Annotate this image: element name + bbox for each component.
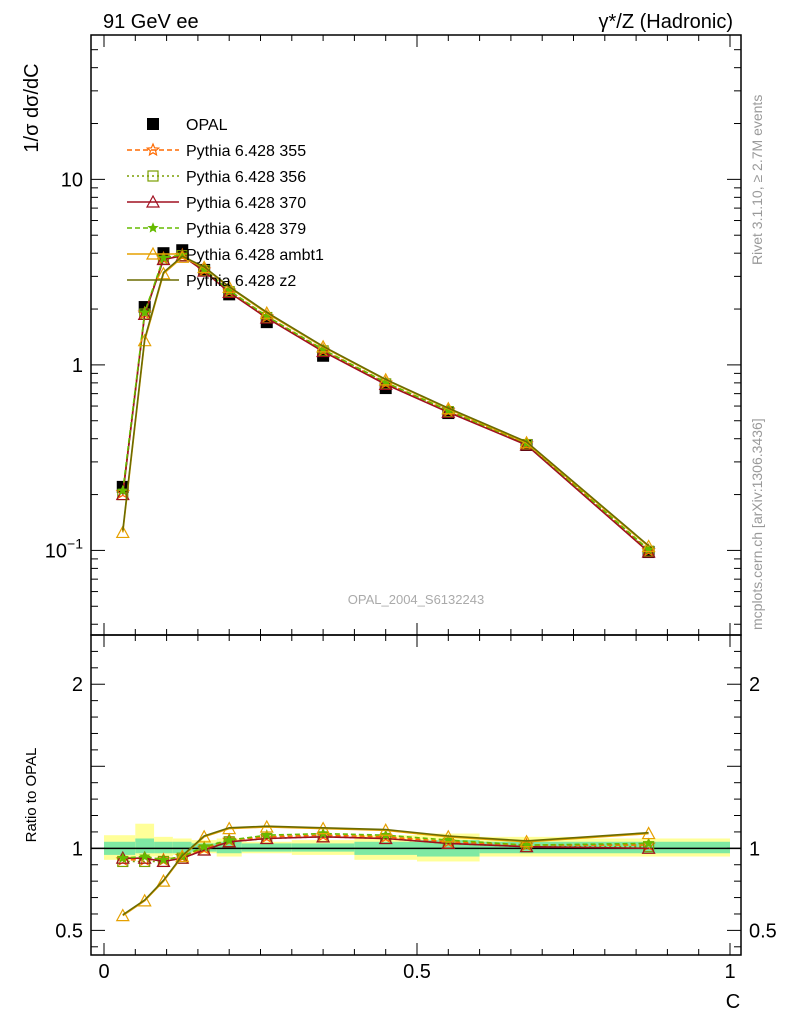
- ratio-band-inner: [172, 841, 192, 854]
- ratio-pythia-379-point: [643, 837, 655, 849]
- ratio-pythia-379-point: [139, 850, 151, 862]
- source-label: mcplots.cern.ch [arXiv:1306.3436]: [749, 418, 765, 630]
- main-pythia-z2-line: [122, 255, 650, 547]
- legend-opal-label: OPAL: [186, 117, 228, 134]
- ratio-pythia-370-point: [441, 836, 456, 850]
- main-pythia-ambt1-point: [519, 435, 534, 449]
- ratio-y-tick-label-left: 2: [72, 674, 83, 696]
- main-pythia-ambt1-point: [197, 260, 212, 274]
- legend-pythia-z2-label: Pythia 6.428 z2: [186, 273, 296, 290]
- main-pythia-370-point: [137, 307, 152, 321]
- analysis-watermark: OPAL_2004_S6132243: [348, 592, 484, 607]
- x-tick-label: 0: [98, 961, 109, 983]
- ratio-pythia-ambt1-point: [115, 908, 130, 922]
- main-pythia-ambt1-point: [641, 539, 656, 553]
- main-pythia-379-point: [139, 306, 151, 318]
- main-pythia-ambt1-line: [122, 256, 650, 548]
- x-tick-label: 0.5: [403, 961, 431, 983]
- ratio-pythia-379-line: [122, 832, 649, 861]
- axes: 0 0.5 1 10−1 1 10 0.5 0.5 1 1 2 2: [45, 34, 777, 983]
- ratio-frame: [90, 634, 742, 956]
- main-y-axis-title: 1/σ dσ/dC: [21, 63, 43, 152]
- legend-pythia-355-marker: [145, 142, 161, 157]
- ratio-pythia-ambt1-point: [156, 873, 171, 887]
- main-pythia-ambt1-point: [115, 525, 130, 539]
- legend-opal-marker: [147, 118, 159, 130]
- header-right-label: γ*/Z (Hadronic): [599, 11, 733, 33]
- ratio-pythia-379-point: [198, 840, 210, 852]
- rivet-version-label: Rivet 3.1.10, ≥ 2.7M events: [749, 95, 765, 265]
- ratio-pythia-z2-line: [122, 825, 649, 916]
- ratio-band-inner: [154, 841, 173, 854]
- main-pythia-ambt1-point: [378, 372, 393, 386]
- header-left-label: 91 GeV ee: [103, 11, 199, 33]
- ratio-y-axis-title: Ratio to OPAL: [23, 748, 40, 843]
- legend-pythia-356-label: Pythia 6.428 356: [186, 169, 306, 186]
- ratio-band-inner: [216, 841, 242, 854]
- ratio-pythia-ambt1-point: [175, 849, 190, 863]
- ratio-pythia-355-point: [222, 832, 237, 847]
- legend: OPAL Pythia 6.428 355 Pythia 6.428 356 Pyth…: [127, 117, 324, 290]
- main-pythia-370-point: [316, 344, 331, 358]
- ratio-pythia-355-point: [156, 852, 171, 867]
- ratio-pythia-ambt1-point: [197, 829, 212, 843]
- ratio-pythia-370-point: [378, 831, 393, 845]
- legend-pythia-379-marker: [147, 222, 159, 233]
- main-pythia-379-line: [122, 253, 650, 551]
- ratio-pythia-379-point: [157, 853, 169, 865]
- ratio-pythia-379-point: [261, 829, 273, 840]
- ratio-y-tick-label-right: 1: [749, 838, 760, 860]
- ratio-y-tick-label-left: 1: [72, 838, 83, 860]
- main-pythia-ambt1-point: [156, 266, 171, 280]
- ratio-pythia-379-point: [223, 834, 235, 845]
- main-pythia-356-line: [122, 254, 650, 552]
- ratio-plot-series: [115, 819, 656, 922]
- legend-pythia-355-label: Pythia 6.428 355: [186, 143, 306, 160]
- main-y-tick-label: 10−1: [45, 535, 83, 562]
- main-pythia-ambt1-point: [175, 250, 190, 263]
- main-pythia-ambt1-point: [441, 401, 456, 415]
- legend-pythia-370-marker: [145, 194, 161, 208]
- ratio-y-tick-label-left: 0.5: [55, 920, 83, 942]
- ratio-pythia-370-point: [316, 829, 331, 843]
- legend-pythia-370-label: Pythia 6.428 370: [186, 195, 306, 212]
- legend-pythia-ambt1-label: Pythia 6.428 ambt1: [186, 247, 324, 264]
- ratio-pythia-370-point: [197, 842, 212, 856]
- legend-pythia-356-marker: [147, 170, 159, 182]
- main-pythia-379-point: [117, 484, 129, 496]
- ratio-pythia-370-point: [156, 854, 171, 868]
- x-tick-label: 1: [724, 961, 735, 983]
- ratio-y-tick-label-right: 0.5: [749, 920, 777, 942]
- main-pythia-370-line: [122, 255, 650, 553]
- ratio-band-inner: [241, 843, 292, 852]
- main-pythia-ambt1-point: [316, 339, 331, 353]
- ratio-y-tick-label-right: 2: [749, 674, 760, 696]
- legend-pythia-ambt1-marker: [145, 246, 161, 260]
- main-pythia-379-point: [157, 252, 169, 263]
- ratio-pythia-370-point: [259, 831, 274, 845]
- main-pythia-ambt1-point: [259, 305, 274, 319]
- main-y-tick-label: 10: [61, 169, 83, 191]
- main-pythia-370-point: [175, 248, 190, 262]
- main-pythia-ambt1-point: [222, 280, 237, 293]
- ratio-band-inner: [135, 838, 155, 854]
- x-axis-title: C: [726, 991, 740, 1013]
- main-plot-series: [115, 244, 656, 559]
- main-pythia-355-line: [122, 254, 650, 552]
- main-pythia-370-point: [156, 252, 171, 266]
- main-y-tick-label: 1: [72, 355, 83, 377]
- ratio-band-inner: [291, 843, 355, 852]
- ratio-pythia-379-point: [117, 852, 129, 863]
- legend-pythia-379-label: Pythia 6.428 379: [186, 221, 306, 238]
- ratio-pythia-ambt1-point: [137, 893, 152, 907]
